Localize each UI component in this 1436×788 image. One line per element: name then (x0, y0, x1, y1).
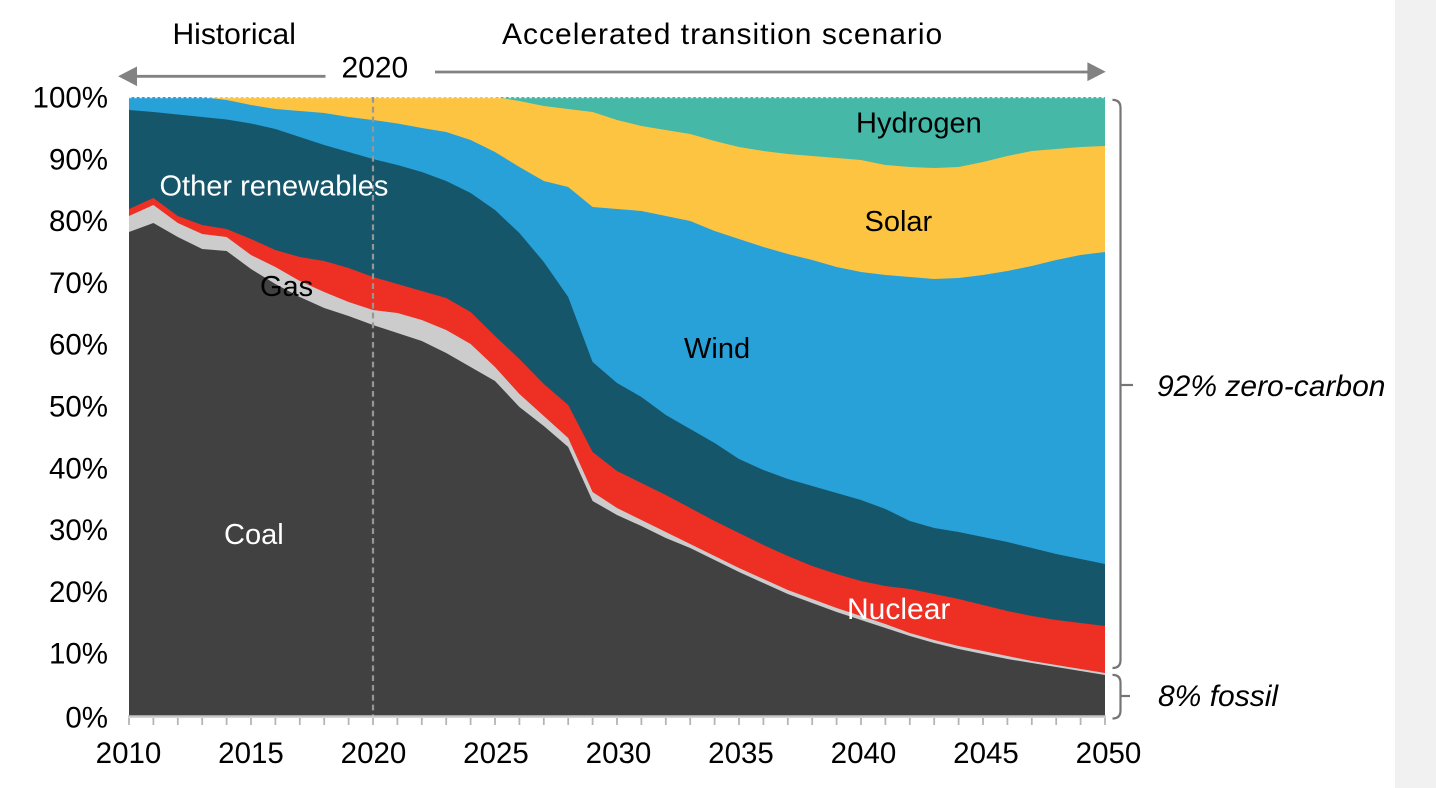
svg-text:8% fossil: 8% fossil (1158, 680, 1279, 713)
svg-text:2010: 2010 (96, 737, 162, 770)
svg-text:2020: 2020 (341, 737, 407, 770)
svg-text:2045: 2045 (953, 737, 1019, 770)
svg-text:50%: 50% (49, 391, 108, 424)
svg-text:Other renewables: Other renewables (160, 171, 389, 203)
svg-text:2015: 2015 (218, 737, 284, 770)
svg-text:92% zero-carbon: 92% zero-carbon (1157, 370, 1385, 403)
svg-text:2050: 2050 (1076, 737, 1142, 770)
svg-text:2020: 2020 (342, 52, 409, 85)
svg-text:2030: 2030 (586, 737, 652, 770)
svg-text:70%: 70% (49, 267, 108, 300)
svg-text:Hydrogen: Hydrogen (856, 108, 982, 140)
svg-text:Historical: Historical (173, 18, 296, 51)
svg-text:0%: 0% (65, 702, 108, 735)
svg-text:10%: 10% (49, 638, 108, 671)
svg-text:Wind: Wind (684, 333, 750, 365)
svg-text:Accelerated transition scenari: Accelerated transition scenario (502, 18, 943, 51)
svg-text:Nuclear: Nuclear (847, 593, 950, 626)
svg-text:60%: 60% (49, 329, 108, 362)
svg-text:90%: 90% (49, 143, 108, 176)
svg-text:Gas: Gas (260, 271, 313, 303)
svg-text:Coal: Coal (224, 519, 284, 551)
svg-text:2040: 2040 (831, 737, 897, 770)
svg-text:80%: 80% (49, 205, 108, 238)
svg-text:30%: 30% (49, 514, 108, 547)
svg-text:2035: 2035 (708, 737, 774, 770)
svg-text:Solar: Solar (865, 206, 933, 238)
svg-text:40%: 40% (49, 452, 108, 485)
svg-text:20%: 20% (49, 576, 108, 609)
svg-text:100%: 100% (33, 82, 108, 115)
svg-text:2025: 2025 (463, 737, 529, 770)
